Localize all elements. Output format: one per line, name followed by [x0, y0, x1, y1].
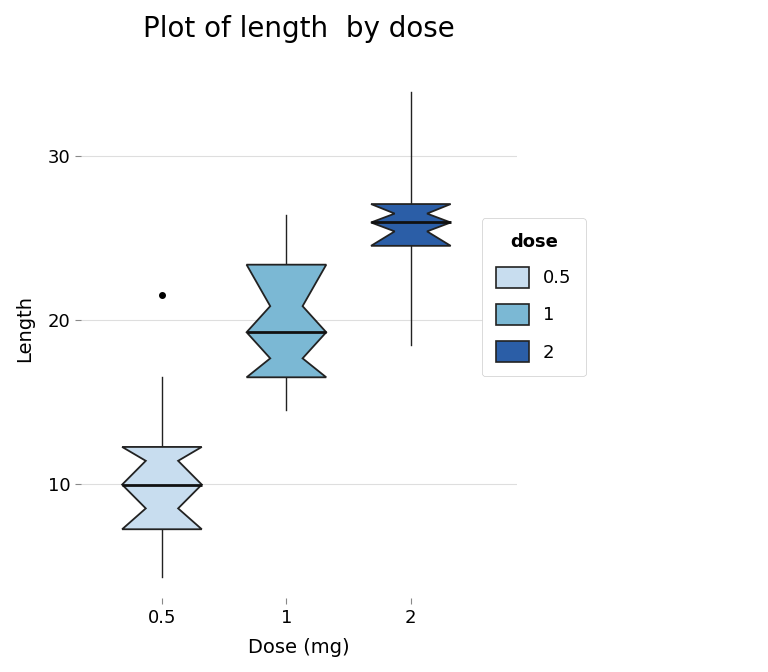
Title: Plot of length  by dose: Plot of length by dose	[143, 15, 455, 43]
X-axis label: Dose (mg): Dose (mg)	[248, 638, 349, 657]
Polygon shape	[122, 447, 202, 530]
Y-axis label: Length: Length	[15, 294, 34, 362]
Polygon shape	[247, 265, 326, 377]
Legend: 0.5, 1, 2: 0.5, 1, 2	[482, 218, 586, 376]
Polygon shape	[371, 204, 451, 246]
